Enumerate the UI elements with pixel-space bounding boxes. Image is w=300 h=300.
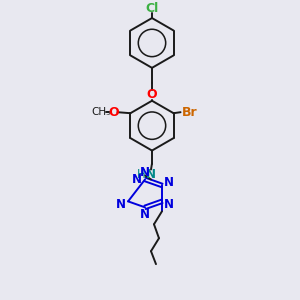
Text: N: N [164, 198, 174, 211]
Text: N: N [146, 168, 156, 181]
Text: Br: Br [182, 106, 197, 119]
Text: O: O [147, 88, 157, 101]
Text: N: N [140, 208, 150, 221]
Text: N: N [116, 198, 126, 211]
Text: N: N [140, 166, 150, 179]
Text: Cl: Cl [146, 2, 159, 15]
Text: N: N [164, 176, 174, 189]
Text: O: O [108, 106, 119, 119]
Text: CH₃: CH₃ [91, 107, 110, 117]
Text: N: N [132, 173, 142, 186]
Text: H: H [137, 168, 146, 181]
